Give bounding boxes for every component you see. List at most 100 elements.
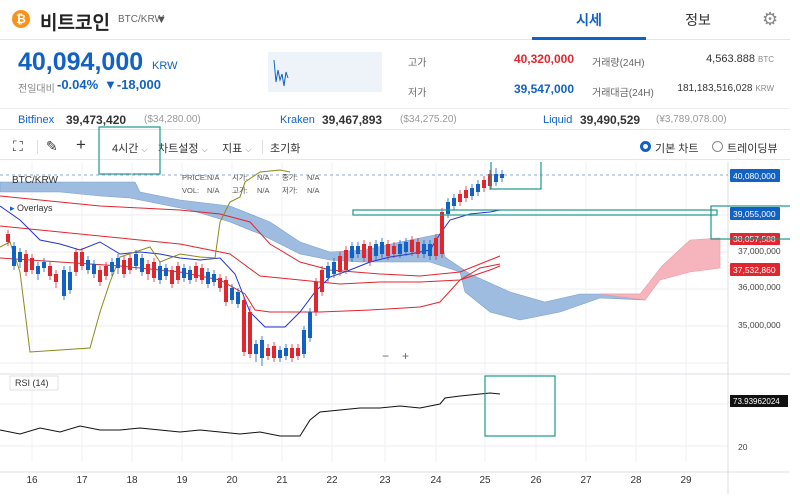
candle-body [332, 262, 336, 274]
candle-body [176, 266, 180, 280]
indicators-button[interactable]: 지표 ⌵ [222, 143, 252, 155]
candle-body [24, 254, 28, 272]
candle-body [308, 312, 312, 338]
amount-label: 거래대금(24H) [592, 88, 654, 99]
legend-low: N/A [307, 186, 320, 195]
candle-body [296, 348, 300, 356]
exchange-price: 39,490,529 [580, 113, 641, 127]
exchange-usd: ($34,280.00) [144, 114, 201, 125]
candle-body [422, 244, 426, 254]
chevron-down-icon[interactable]: ▼ [156, 14, 167, 26]
date-label: 28 [630, 475, 642, 486]
rsi-value-tag: 73.93962024 [733, 397, 780, 406]
candle-body [446, 202, 450, 214]
chart-settings-button[interactable]: 차트설정 ⌵ [158, 143, 208, 155]
price-axis-label: 36,000,000 [738, 282, 781, 292]
candle-body [182, 268, 186, 278]
candlestick-series [6, 168, 504, 366]
coin-pair: BTC/KRW [118, 14, 164, 25]
candle-body [206, 272, 210, 284]
high-label: 고가 [408, 58, 427, 69]
exchange-price: 39,473,420 [66, 113, 127, 127]
mini-chart-line [273, 59, 289, 87]
candle-body [6, 234, 10, 242]
legend-high-label: 고가: [232, 186, 248, 195]
conversion-price-tag: 39,055,000 [733, 209, 776, 219]
chart-toolbar: ⛶ ✎ + 4시간 ⌵ 차트설정 ⌵ 지표 ⌵ 초기화 기본 차트 트레이딩뷰 [0, 134, 790, 160]
pencil-icon[interactable]: ✎ [46, 138, 58, 154]
exchange-name[interactable]: Liquid [543, 114, 573, 126]
candle-body [290, 348, 294, 358]
candle-body [54, 274, 58, 282]
exchange-price: 39,467,893 [322, 113, 383, 127]
chart-pair: BTC/KRW [12, 175, 58, 186]
volume-value: 4,563.888 BTC [706, 53, 774, 65]
legend-close: N/A [307, 173, 320, 182]
tab-info[interactable]: 정보 [685, 12, 711, 28]
mini-chart [268, 52, 382, 92]
candle-body [236, 292, 240, 304]
high-price: 40,320,000 [513, 52, 574, 66]
candle-body [230, 288, 234, 300]
candle-body [18, 252, 22, 262]
candle-body [188, 270, 192, 280]
date-label: 27 [580, 475, 592, 486]
candle-body [194, 266, 198, 278]
candle-body [164, 268, 168, 276]
candle-body [326, 266, 330, 278]
basic-chart-label[interactable]: 기본 차트 [655, 143, 699, 155]
coin-name[interactable]: 비트코인 [40, 13, 110, 34]
candle-body [500, 174, 504, 178]
candle-body [440, 212, 444, 254]
divider [37, 140, 38, 154]
tradingview-radio[interactable] [712, 141, 723, 152]
current-price-tag: 40,080,000 [733, 171, 776, 181]
candle-body [458, 194, 462, 202]
candle-body [116, 258, 120, 268]
tradingview-label[interactable]: 트레이딩뷰 [727, 143, 778, 155]
candle-body [362, 244, 366, 258]
candle-body [284, 348, 288, 356]
crosshair-icon[interactable]: + [76, 135, 86, 154]
candle-body [212, 274, 216, 282]
zoom-out-button[interactable]: − [382, 349, 389, 363]
low-price: 39,547,000 [513, 82, 574, 96]
date-label: 21 [276, 475, 288, 486]
candle-body [170, 270, 174, 284]
price-axis-label: 35,000,000 [738, 320, 781, 330]
candle-body [494, 174, 498, 182]
candle-body [254, 344, 258, 354]
price-chart: BTC/KRW ▸ Overlays PRICE: N/A 시가: N/A 종가… [0, 143, 800, 494]
candle-body [278, 350, 282, 358]
candle-body [158, 266, 162, 280]
candle-body [146, 264, 150, 274]
fullscreen-icon[interactable]: ⛶ [13, 138, 23, 154]
tab-quote[interactable]: 시세 [532, 0, 646, 40]
legend-price: N/A [207, 173, 220, 182]
candle-body [350, 246, 354, 258]
candle-body [260, 340, 264, 358]
ichimoku-cloud-bull [599, 237, 721, 301]
gear-icon[interactable]: ⚙ [762, 9, 779, 29]
exchange-name[interactable]: Kraken [280, 114, 315, 126]
candle-body [452, 198, 456, 206]
zoom-in-button[interactable]: + [402, 349, 409, 363]
reset-button[interactable]: 초기화 [270, 143, 301, 155]
candle-body [122, 260, 126, 274]
date-label: 17 [76, 475, 88, 486]
basic-chart-radio[interactable] [640, 141, 651, 152]
date-label: 22 [326, 475, 338, 486]
interval-select[interactable]: 4시간 ⌵ [112, 143, 148, 155]
exchange-name[interactable]: Bitfinex [18, 114, 55, 126]
candle-body [380, 242, 384, 254]
overlays-toggle[interactable]: ▸ Overlays [10, 203, 53, 213]
legend-vol: N/A [207, 186, 220, 195]
candle-body [68, 272, 72, 290]
bitcoin-icon: ₿ [12, 10, 30, 28]
exchange-usd: (¥3,789,078.00) [656, 114, 727, 125]
candle-body [416, 242, 420, 254]
rsi-line [0, 392, 501, 437]
candle-body [200, 268, 204, 280]
candle-body [404, 242, 408, 252]
